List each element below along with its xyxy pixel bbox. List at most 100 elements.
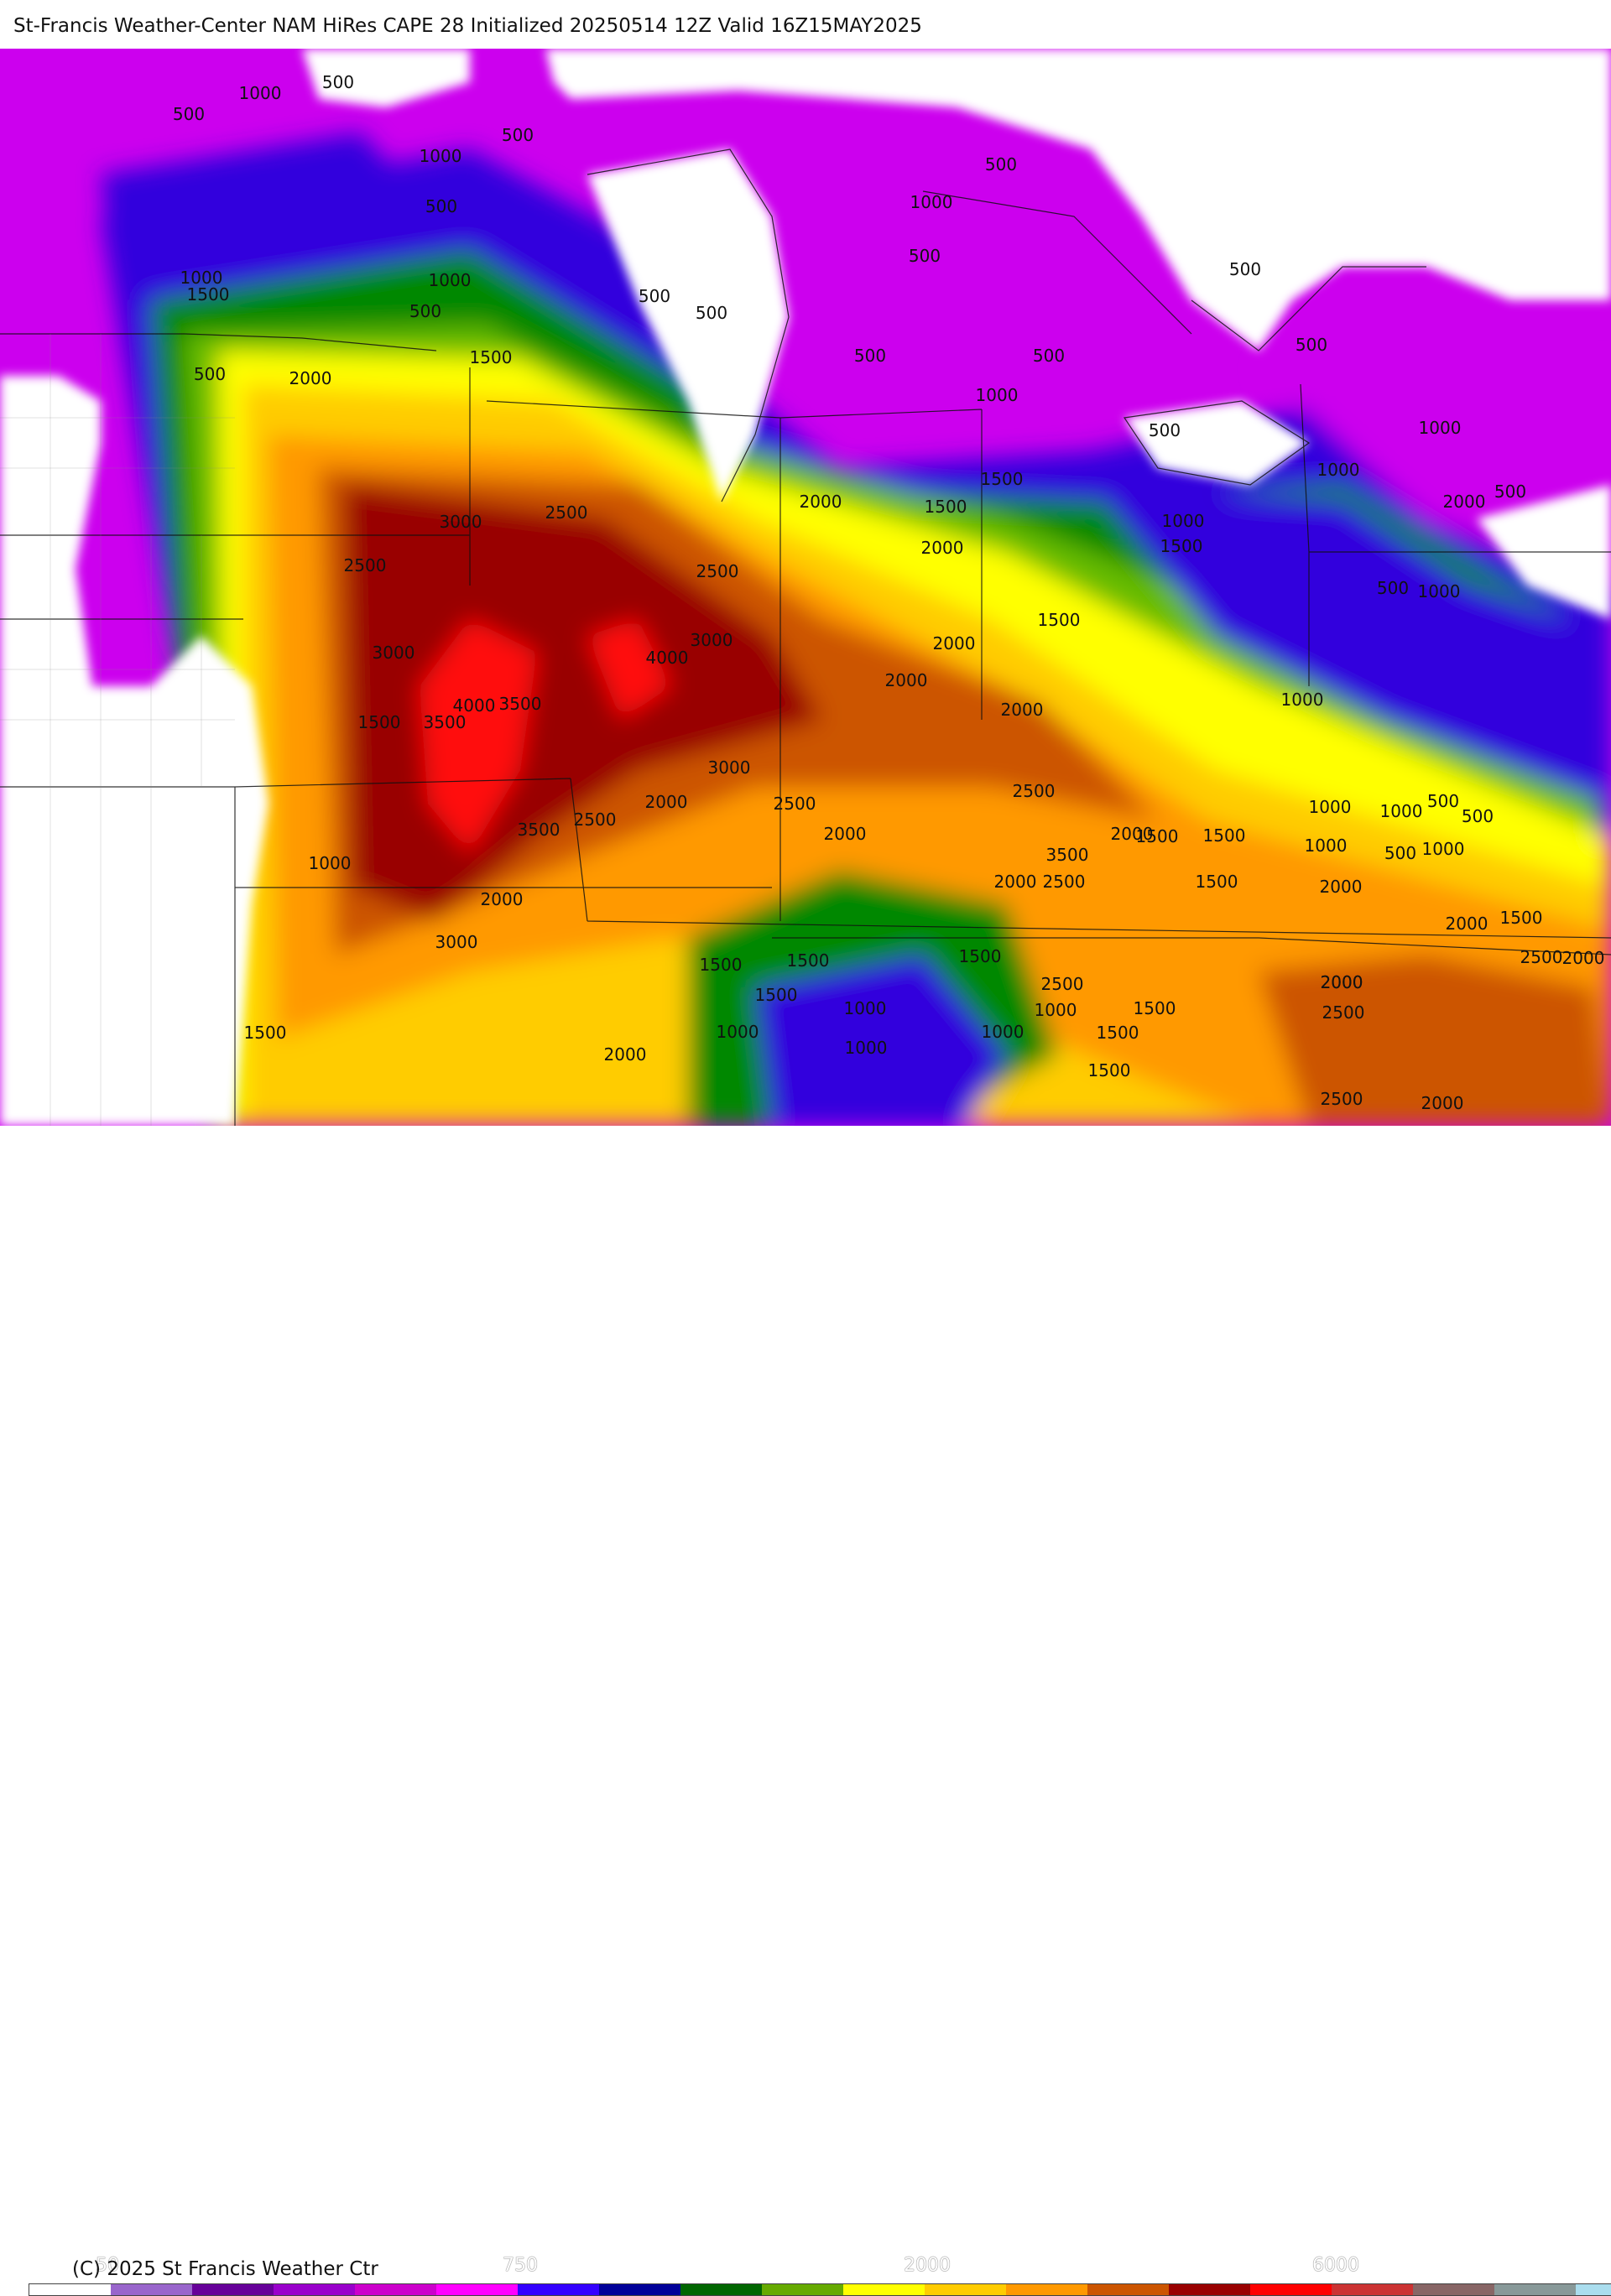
contour-label: 1000 [844, 998, 887, 1018]
contour-label: 500 [854, 346, 886, 366]
contour-label: 1000 [1305, 836, 1348, 856]
contour-label: 2000 [933, 633, 976, 653]
contour-label: 500 [409, 301, 441, 321]
contour-label: 4000 [453, 695, 496, 716]
contour-label: 1000 [1309, 797, 1352, 817]
contour-label: 1000 [429, 270, 472, 290]
contour-label: 3500 [1046, 845, 1089, 865]
contour-label: 2000 [481, 889, 524, 909]
contour-label: 1000 [1281, 690, 1324, 710]
cape-band-blue-ne [1091, 485, 1611, 804]
colorbar-segment [599, 2284, 680, 2295]
colorbar-segment [192, 2284, 274, 2295]
contour-label: 3000 [373, 643, 415, 663]
contour-label: 500 [1296, 335, 1327, 355]
contour-label: 2500 [774, 794, 816, 814]
colorbar-tick: 6000 [1312, 2255, 1359, 2276]
colorbar-segment [1087, 2284, 1169, 2295]
contour-label: 2500 [574, 810, 617, 830]
contour-label: 2000 [1320, 877, 1363, 897]
contour-label: 1500 [1097, 1023, 1139, 1043]
contour-label: 2000 [645, 792, 688, 812]
contour-label: 1000 [1380, 801, 1423, 821]
colorbar-area: (C) 2025 St Francis Weather Ctr 50 750 2… [0, 1126, 1611, 2296]
contour-label: 2000 [994, 872, 1037, 892]
contour-labels: 5001000500100050050010001500500100050050… [173, 72, 1605, 1113]
contour-label: 1000 [845, 1038, 888, 1058]
contour-label: 1500 [755, 985, 798, 1005]
contour-label: 500 [909, 246, 941, 266]
contour-label: 500 [985, 154, 1017, 174]
contour-label: 500 [194, 364, 226, 384]
contour-label: 2000 [1446, 914, 1488, 934]
contour-label: 1000 [1422, 839, 1465, 859]
contour-label: 1500 [470, 347, 513, 367]
no-cape-great-lakes [545, 49, 1611, 351]
contour-label: 1000 [1418, 581, 1461, 601]
contour-label: 3000 [435, 932, 478, 952]
colorbar-segment [1576, 2284, 1611, 2295]
contour-label: 1000 [982, 1022, 1024, 1042]
colorbar-segment [1413, 2284, 1494, 2295]
contour-label: 4000 [646, 648, 689, 668]
contour-label: 2500 [1520, 947, 1563, 967]
no-cape-erie [1124, 401, 1309, 485]
contour-label: 500 [1149, 420, 1181, 440]
contour-label: 1500 [925, 497, 967, 517]
colorbar-segment [925, 2284, 1006, 2295]
colorbar-segment [29, 2284, 111, 2295]
contour-label: 2000 [1562, 948, 1605, 968]
contour-label: 2500 [1043, 872, 1086, 892]
contour-label: 2500 [1041, 974, 1084, 994]
contour-label: 500 [1462, 806, 1494, 826]
contour-label: 500 [1384, 843, 1416, 863]
contour-label: 1500 [959, 946, 1002, 966]
colorbar-segment [1332, 2284, 1413, 2295]
contour-label: 500 [502, 125, 534, 145]
colorbar-segment [111, 2284, 192, 2295]
colorbar-tick: 2000 [904, 2255, 951, 2276]
copyright-text: (C) 2025 St Francis Weather Ctr [72, 2258, 378, 2280]
contour-label: 2000 [885, 670, 928, 690]
contour-label: 500 [1494, 482, 1526, 502]
contour-label: 500 [1377, 578, 1409, 598]
contour-label: 500 [425, 196, 457, 216]
contour-label: 1500 [1038, 610, 1081, 630]
contour-label: 2500 [344, 555, 387, 575]
contour-label: 3000 [440, 512, 482, 532]
contour-label: 500 [1229, 259, 1261, 279]
contour-label: 2500 [1322, 1002, 1365, 1023]
contour-label: 1500 [1134, 998, 1176, 1018]
contour-label: 2000 [289, 368, 332, 388]
contour-label: 2000 [1321, 972, 1363, 992]
contour-label: 500 [696, 303, 727, 323]
contour-label: 2000 [1111, 824, 1154, 844]
colorbar-segment [518, 2284, 599, 2295]
contour-label: 1000 [910, 192, 953, 212]
cape-band-red [420, 619, 537, 854]
no-cape-west [0, 376, 268, 1126]
contour-label: 500 [322, 72, 354, 92]
contour-label: 1500 [700, 955, 743, 975]
contour-label: 1500 [1196, 872, 1238, 892]
map-title: St-Francis Weather-Center NAM HiRes CAPE… [13, 15, 922, 37]
contour-label: 500 [639, 286, 670, 306]
colorbar-segment [843, 2284, 925, 2295]
contour-label: 1000 [309, 853, 352, 873]
contour-label: 1500 [787, 950, 830, 971]
contour-label: 2500 [696, 561, 739, 581]
contour-label: 1500 [187, 284, 230, 305]
colorbar-segment [1169, 2284, 1250, 2295]
colorbar-segment [355, 2284, 436, 2295]
no-cape-northwest [302, 49, 470, 107]
great-lakes-shoreline [587, 148, 1426, 502]
colorbar-segment [1006, 2284, 1087, 2295]
county-grid [0, 334, 235, 1126]
contour-label: 1000 [420, 146, 462, 166]
contour-label: 1000 [180, 268, 223, 288]
contour-label: 2500 [545, 502, 588, 523]
colorbar [29, 2283, 1611, 2296]
contour-label: 1500 [1136, 826, 1179, 846]
contour-label: 1000 [1317, 460, 1360, 480]
cape-band-blue-south [755, 955, 1007, 1126]
